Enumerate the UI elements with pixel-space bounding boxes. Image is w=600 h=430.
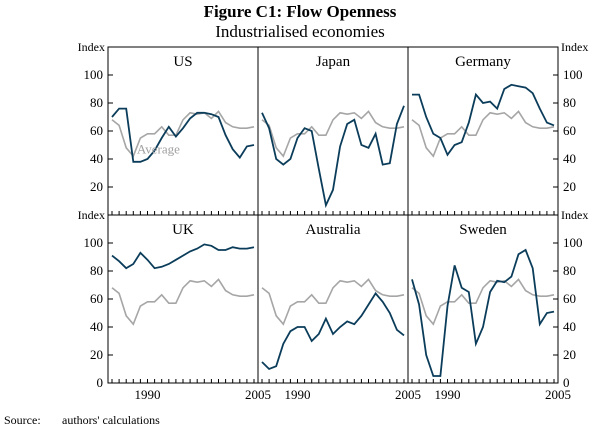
y-tick-label-left: 20 — [90, 347, 103, 362]
x-tick-label: 1990 — [285, 387, 311, 402]
average-label: Average — [137, 141, 180, 156]
y-tick-label-left: 80 — [90, 263, 103, 278]
y-axis-name-left: Index — [78, 208, 105, 222]
panel-title: UK — [172, 222, 194, 238]
country-line-us — [111, 107, 255, 163]
average-line — [261, 110, 405, 158]
country-line-sweden — [411, 248, 555, 377]
x-tick-label: 2005 — [245, 387, 271, 402]
panel-australia: Australia — [261, 222, 405, 371]
panel-sweden: Sweden — [411, 222, 555, 377]
average-line — [411, 110, 555, 158]
country-line-australia — [261, 291, 405, 371]
y-axis-name-right: Index — [561, 208, 588, 222]
source-text: authors' calculations — [62, 413, 160, 427]
y-tick-label-right: 80 — [563, 95, 576, 110]
y-tick-label-left: 40 — [90, 151, 103, 166]
y-tick-label-left: 60 — [90, 123, 103, 138]
x-tick-label: 2005 — [395, 387, 421, 402]
y-tick-label-right: 40 — [563, 151, 576, 166]
y-tick-label-right: 60 — [563, 291, 576, 306]
panel-uk: UK — [111, 222, 255, 326]
y-tick-label-right: 20 — [563, 347, 576, 362]
average-line — [411, 278, 555, 326]
panel-title: Australia — [306, 222, 361, 238]
y-tick-label-left: 60 — [90, 291, 103, 306]
y-tick-label-left: 20 — [90, 179, 103, 194]
average-line — [111, 110, 255, 158]
y-tick-label-left: 100 — [84, 235, 104, 250]
y-tick-label-right: 40 — [563, 319, 576, 334]
panel-title: Japan — [316, 54, 351, 70]
country-line-uk — [111, 243, 255, 270]
country-line-japan — [261, 105, 405, 209]
panel-germany: Germany — [411, 54, 555, 158]
y-tick-label-right: 20 — [563, 179, 576, 194]
average-line — [111, 278, 255, 326]
average-line — [261, 278, 405, 326]
y-tick-label-left: 100 — [84, 67, 104, 82]
panel-title: Sweden — [459, 222, 507, 238]
y-tick-label-right: 0 — [563, 375, 570, 390]
y-tick-label-right: 100 — [563, 67, 583, 82]
source-label: Source: — [4, 413, 41, 427]
y-tick-label-right: 80 — [563, 263, 576, 278]
y-tick-label-left: 80 — [90, 95, 103, 110]
chart-title: Figure C1: Flow Openness — [204, 2, 397, 21]
axes: 20 20 40 40 60 60 80 80 100 100 Index Index 0 0 20 20 40… — [78, 40, 589, 402]
y-axis-name-left: Index — [78, 40, 105, 54]
y-tick-label-left: 40 — [90, 319, 103, 334]
panel-title: Germany — [455, 54, 511, 70]
panel-grid: US Japan Germany UK Australia Sweden Average — [111, 54, 555, 377]
chart-subtitle: Industrialised economies — [215, 22, 385, 41]
x-tick-label: 1990 — [435, 387, 461, 402]
panel-japan: Japan — [261, 54, 405, 209]
panel-us: US — [111, 54, 255, 163]
y-tick-label-right: 100 — [563, 235, 583, 250]
y-axis-name-right: Index — [561, 40, 588, 54]
panel-title: US — [173, 54, 192, 70]
y-tick-label-right: 60 — [563, 123, 576, 138]
x-tick-label: 2005 — [545, 387, 571, 402]
country-line-germany — [412, 83, 555, 157]
y-tick-label-left: 0 — [97, 375, 104, 390]
x-tick-label: 1990 — [135, 387, 161, 402]
